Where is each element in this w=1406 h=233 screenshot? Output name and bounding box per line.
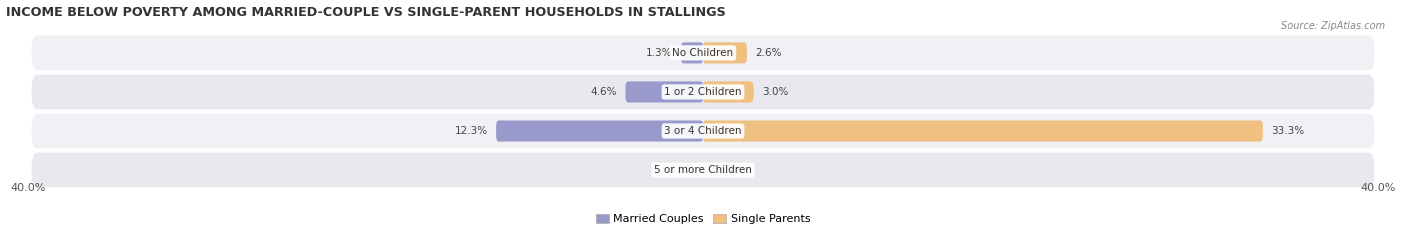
Legend: Married Couples, Single Parents: Married Couples, Single Parents [596,214,810,224]
FancyBboxPatch shape [703,120,1263,142]
FancyBboxPatch shape [681,42,703,63]
Text: 40.0%: 40.0% [1360,183,1395,193]
Text: No Children: No Children [672,48,734,58]
Text: 1.3%: 1.3% [647,48,672,58]
FancyBboxPatch shape [703,81,754,103]
FancyBboxPatch shape [31,151,1375,189]
Text: 0.0%: 0.0% [668,165,695,175]
Text: 0.0%: 0.0% [711,165,738,175]
Text: 40.0%: 40.0% [11,183,46,193]
Text: 3.0%: 3.0% [762,87,789,97]
FancyBboxPatch shape [626,81,703,103]
Text: 4.6%: 4.6% [591,87,617,97]
Text: 5 or more Children: 5 or more Children [654,165,752,175]
FancyBboxPatch shape [31,112,1375,150]
FancyBboxPatch shape [496,120,703,142]
Text: 33.3%: 33.3% [1271,126,1305,136]
Text: 1 or 2 Children: 1 or 2 Children [664,87,742,97]
Text: 12.3%: 12.3% [454,126,488,136]
Text: Source: ZipAtlas.com: Source: ZipAtlas.com [1281,21,1385,31]
Text: 2.6%: 2.6% [755,48,782,58]
FancyBboxPatch shape [31,73,1375,111]
Text: 3 or 4 Children: 3 or 4 Children [664,126,742,136]
FancyBboxPatch shape [31,34,1375,72]
Text: INCOME BELOW POVERTY AMONG MARRIED-COUPLE VS SINGLE-PARENT HOUSEHOLDS IN STALLIN: INCOME BELOW POVERTY AMONG MARRIED-COUPL… [6,6,725,19]
FancyBboxPatch shape [703,42,747,63]
